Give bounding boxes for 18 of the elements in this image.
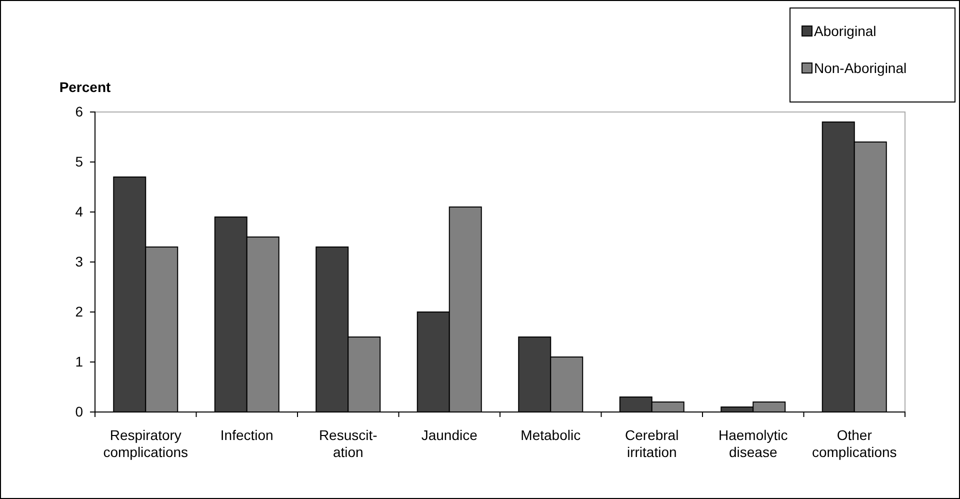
y-tick-label: 5 <box>75 153 84 170</box>
x-tick-label: Respiratory complications <box>103 427 188 460</box>
y-tick-label: 3 <box>75 253 84 270</box>
y-tick-label: 4 <box>75 203 84 220</box>
legend-label: Aboriginal <box>814 23 876 39</box>
x-tick-label: Metabolic <box>520 427 581 443</box>
y-tick-label: 6 <box>75 103 84 120</box>
x-tick-label: Resuscit- ation <box>318 427 378 460</box>
y-tick-label: 0 <box>75 403 84 420</box>
x-tick-label: Jaundice <box>421 427 478 443</box>
y-tick-label: 2 <box>75 303 84 320</box>
x-tick-label: Haemolytic disease <box>718 427 788 460</box>
legend-label: Non-Aboriginal <box>814 60 907 76</box>
x-tick-label: Other complications <box>812 427 897 460</box>
x-tick-label: Infection <box>220 427 274 443</box>
y-tick-label: 1 <box>75 353 84 370</box>
x-tick-label: Cerebral irritation <box>625 427 679 460</box>
y-axis-title: Percent <box>59 79 112 95</box>
